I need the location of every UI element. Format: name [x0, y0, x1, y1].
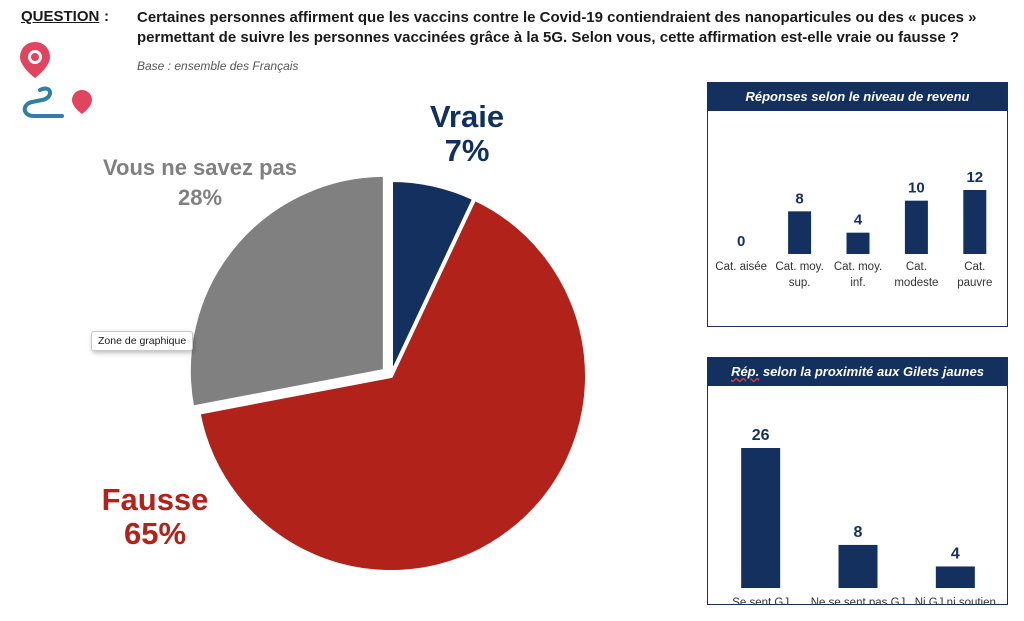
bar-category-label: pauvre [957, 277, 992, 289]
bar-category-label: Se sent GJ [732, 597, 789, 604]
gilets-jaunes-chart-title: Rép. selon la proximité aux Gilets jaune… [708, 358, 1007, 386]
revenue-chart-panel[interactable]: Réponses selon le niveau de revenu 0 Cat.… [707, 82, 1008, 327]
pie-label-vraie-name: Vraie [429, 99, 505, 134]
bar-category-label: Cat. aisée [715, 261, 767, 273]
gilets-jaunes-chart-panel[interactable]: Rép. selon la proximité aux Gilets jaune… [707, 357, 1008, 605]
bar-value-label: 12 [966, 169, 983, 186]
pie-label-vraie-value: 7% [444, 133, 490, 168]
chart-area-tooltip: Zone de graphique [91, 331, 194, 351]
pie-slice-fausse[interactable] [196, 195, 589, 574]
bar-3 [935, 566, 975, 588]
bar-2 [788, 211, 812, 254]
question-label: QUESTION [21, 8, 100, 25]
pie-label-fausse: Fausse 65% [85, 483, 225, 551]
bar-category-label: Ni GJ ni soutien [915, 597, 996, 604]
bar-value-label: 26 [752, 427, 770, 444]
title-abbrev: Rép. [731, 364, 760, 379]
bar-2 [838, 544, 878, 588]
bar-value-label: 4 [854, 212, 863, 229]
pie-label-fausse-name: Fausse [101, 482, 209, 517]
base-note: Base : ensemble des Français [137, 59, 299, 73]
question-colon: : [104, 8, 109, 25]
bar-category-label: inf. [850, 277, 865, 289]
bar-category-label: Cat. [964, 261, 985, 273]
pie-label-fausse-value: 65% [123, 516, 187, 551]
question-text: Certaines personnes affirment que les va… [137, 9, 977, 46]
revenue-bar-chart: 0 Cat. aisée 8 Cat. moy. sup. 4 Cat. moy. inf. 1… [715, 169, 992, 289]
bar-value-label: 4 [951, 545, 960, 562]
pie-label-vraie: Vraie 7% [407, 100, 527, 168]
pie-label-nsp: Vous ne savez pas 28% [80, 153, 320, 213]
bar-value-label: 10 [908, 180, 925, 197]
bar-3 [846, 232, 870, 254]
revenue-chart-title: Réponses selon le niveau de revenu [708, 83, 1007, 111]
bar-value-label: 0 [737, 233, 745, 250]
bar-category-label: sup. [789, 277, 811, 289]
title-rest: selon la proximité aux Gilets jaunes [759, 364, 984, 379]
bar-1 [741, 448, 781, 588]
brand-logo-icon [20, 42, 92, 118]
bar-category-label: modeste [894, 277, 938, 289]
bar-category-label: Cat. [906, 261, 927, 273]
bar-category-label: Ne se sent pas GJ [811, 597, 906, 604]
pie-label-nsp-name: Vous ne savez pas [102, 155, 297, 180]
pie-slice-vous-ne-savez-pas[interactable] [186, 172, 387, 410]
bar-5 [963, 190, 987, 254]
bar-category-label: Cat. moy. [775, 261, 823, 273]
bar-category-label: Cat. moy. [834, 261, 882, 273]
bar-value-label: 8 [795, 190, 803, 207]
bar-value-label: 8 [854, 524, 863, 541]
pie-chart[interactable] [0, 90, 640, 621]
pie-label-nsp-value: 28% [177, 185, 223, 210]
bar-4 [904, 200, 928, 254]
